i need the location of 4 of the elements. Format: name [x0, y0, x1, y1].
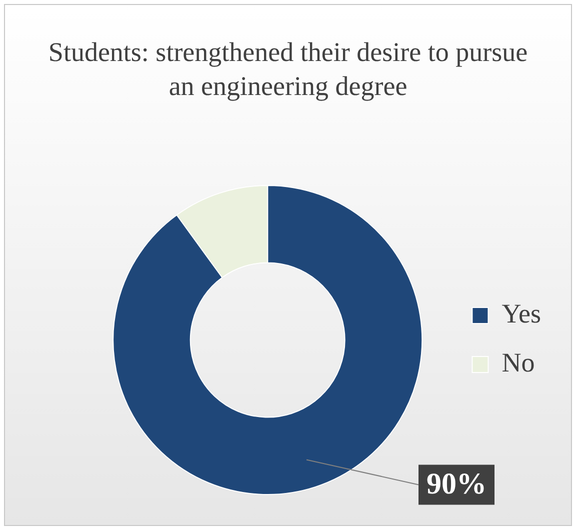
legend-label: Yes: [502, 298, 542, 329]
legend-label: No: [502, 348, 535, 378]
data-label: 90%: [426, 467, 487, 500]
chart-title: Students: strengthened their desire to pursue an engineering degree: [47, 36, 529, 103]
